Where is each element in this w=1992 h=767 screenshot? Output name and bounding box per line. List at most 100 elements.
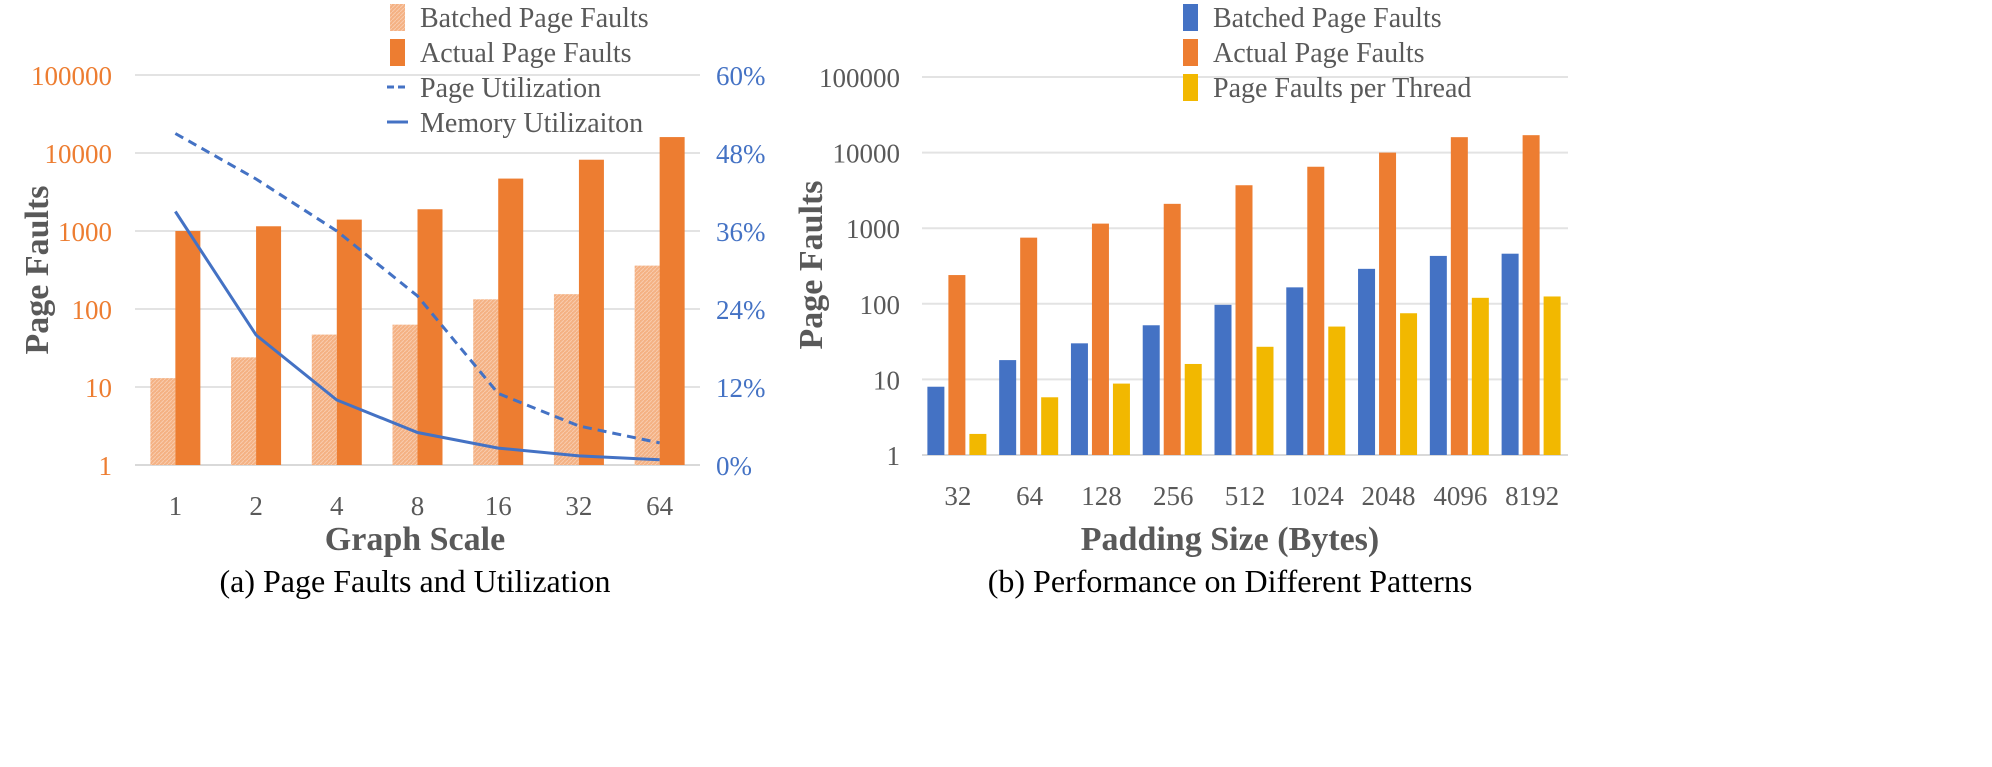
y-tick-label: 1 bbox=[887, 441, 901, 471]
y-tick-label: 100 bbox=[72, 295, 113, 325]
chart-a-caption: (a) Page Faults and Utilization bbox=[219, 563, 610, 599]
legend-item: Page Faults per Thread bbox=[1183, 73, 1471, 104]
legend-item: Memory Utilizaiton bbox=[387, 108, 643, 139]
bar-batched-page-faults bbox=[150, 378, 176, 465]
x-tick-label: 512 bbox=[1225, 481, 1266, 511]
bar-actual-page-faults bbox=[1020, 237, 1038, 455]
bar-actual-page-faults bbox=[1235, 185, 1253, 455]
bar-batched-page-faults bbox=[1501, 253, 1519, 455]
legend-item: Batched Page Faults bbox=[1183, 3, 1442, 34]
y2-tick-label: 24% bbox=[716, 295, 766, 325]
bar-actual-page-faults bbox=[336, 219, 362, 465]
y-tick-label: 1000 bbox=[846, 214, 900, 244]
bar-page-faults-per-thread bbox=[1041, 397, 1059, 455]
bar-batched-page-faults bbox=[634, 265, 660, 465]
x-tick-label: 1024 bbox=[1290, 481, 1345, 511]
bar-batched-page-faults bbox=[1358, 268, 1376, 455]
legend-label: Actual Page Faults bbox=[420, 38, 632, 69]
legend-swatch bbox=[1183, 74, 1198, 101]
bar-page-faults-per-thread bbox=[1112, 383, 1130, 455]
bar-actual-page-faults bbox=[659, 137, 685, 465]
bar-actual-page-faults bbox=[1522, 135, 1540, 456]
bar-page-faults-per-thread bbox=[1471, 297, 1489, 455]
bar-batched-page-faults bbox=[1286, 287, 1304, 455]
x-tick-label: 2 bbox=[249, 491, 263, 521]
legend-label: Batched Page Faults bbox=[420, 3, 649, 34]
legend-item: Actual Page Faults bbox=[390, 38, 632, 69]
line-page-utilization bbox=[174, 132, 660, 445]
chart-b-caption: (b) Performance on Different Patterns bbox=[988, 563, 1473, 599]
x-tick-label: 1 bbox=[169, 491, 183, 521]
y2-tick-label: 60% bbox=[716, 61, 766, 91]
chart-b: 1 10 100 1000 10000 100000 32 64 128 256 512 1024 20… bbox=[819, 3, 1568, 511]
bar-batched-page-faults bbox=[1429, 255, 1447, 455]
bar-actual-page-faults bbox=[948, 275, 966, 455]
y-tick-label: 1 bbox=[99, 451, 113, 481]
y-tick-label: 10000 bbox=[833, 139, 901, 169]
bar-page-faults-per-thread bbox=[1328, 326, 1346, 455]
legend-swatch bbox=[390, 4, 405, 31]
bar-batched-page-faults bbox=[1214, 304, 1232, 455]
legend-label: Memory Utilizaiton bbox=[420, 108, 643, 139]
y2-tick-label: 48% bbox=[716, 139, 766, 169]
x-tick-label: 64 bbox=[1016, 481, 1044, 511]
chart-a-ylabel: Page Faults bbox=[19, 185, 56, 354]
legend-swatch bbox=[390, 39, 405, 66]
x-tick-label: 4096 bbox=[1433, 481, 1487, 511]
chart-a: 1 10 100 1000 10000 100000 0% 12% 24% 36% 48% 60% 1 2… bbox=[31, 3, 766, 521]
bar-page-faults-per-thread bbox=[969, 433, 987, 455]
chart-a-xlabel: Graph Scale bbox=[325, 521, 505, 558]
legend-item: Batched Page Faults bbox=[390, 3, 649, 34]
legend-item: Actual Page Faults bbox=[1183, 38, 1425, 69]
y-tick-label: 1000 bbox=[58, 217, 112, 247]
bar-batched-page-faults bbox=[231, 357, 257, 465]
legend-item: Page Utilization bbox=[387, 73, 601, 104]
bar-actual-page-faults bbox=[175, 231, 201, 465]
y2-tick-label: 0% bbox=[716, 451, 752, 481]
chart-b-ylabel: Page Faults bbox=[793, 180, 830, 349]
bar-actual-page-faults bbox=[498, 178, 524, 466]
y-tick-label: 10 bbox=[85, 373, 112, 403]
bar-batched-page-faults bbox=[999, 360, 1017, 455]
bar-batched-page-faults bbox=[473, 299, 499, 465]
y-tick-label: 10 bbox=[873, 365, 900, 395]
line-memory-utilizaiton bbox=[174, 210, 660, 462]
bar-page-faults-per-thread bbox=[1400, 313, 1418, 455]
x-tick-label: 128 bbox=[1081, 481, 1122, 511]
x-tick-label: 32 bbox=[944, 481, 971, 511]
y-tick-label: 100000 bbox=[31, 61, 112, 91]
bar-actual-page-faults bbox=[1379, 152, 1397, 455]
legend-swatch bbox=[1183, 4, 1198, 31]
bar-actual-page-faults bbox=[1450, 137, 1468, 456]
bar-actual-page-faults bbox=[1163, 203, 1181, 455]
bar-actual-page-faults bbox=[417, 209, 443, 465]
y2-tick-label: 12% bbox=[716, 373, 766, 403]
y-tick-label: 100 bbox=[860, 290, 901, 320]
bar-page-faults-per-thread bbox=[1184, 363, 1202, 455]
bar-batched-page-faults bbox=[927, 386, 945, 455]
x-tick-label: 64 bbox=[646, 491, 674, 521]
bar-page-faults-per-thread bbox=[1543, 296, 1561, 455]
bar-actual-page-faults bbox=[578, 159, 604, 465]
bar-page-faults-per-thread bbox=[1256, 346, 1274, 455]
x-tick-label: 8 bbox=[411, 491, 425, 521]
y-tick-label: 10000 bbox=[45, 139, 113, 169]
legend-label: Page Faults per Thread bbox=[1213, 73, 1471, 104]
x-tick-label: 8192 bbox=[1505, 481, 1559, 511]
chart-b-xlabel: Padding Size (Bytes) bbox=[1081, 521, 1379, 558]
bar-actual-page-faults bbox=[1091, 223, 1109, 455]
legend-swatch bbox=[1183, 39, 1198, 66]
x-tick-label: 32 bbox=[565, 491, 592, 521]
legend-label: Actual Page Faults bbox=[1213, 38, 1425, 69]
x-tick-label: 4 bbox=[330, 491, 344, 521]
bar-batched-page-faults bbox=[1070, 343, 1088, 455]
x-tick-label: 16 bbox=[485, 491, 512, 521]
bar-batched-page-faults bbox=[392, 324, 418, 465]
x-tick-label: 256 bbox=[1153, 481, 1194, 511]
x-tick-label: 2048 bbox=[1362, 481, 1416, 511]
y-tick-label: 100000 bbox=[819, 63, 900, 93]
bar-actual-page-faults bbox=[1307, 166, 1325, 455]
bar-batched-page-faults bbox=[311, 334, 337, 465]
y2-tick-label: 36% bbox=[716, 217, 766, 247]
